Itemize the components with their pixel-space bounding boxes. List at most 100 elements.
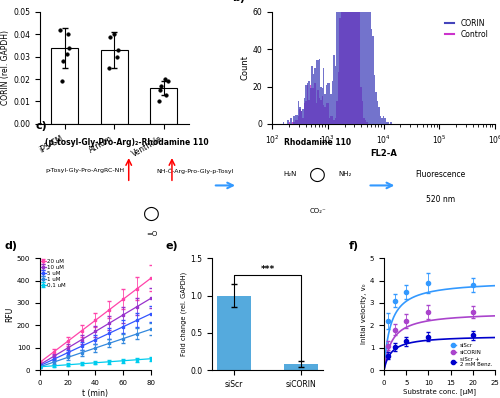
Bar [322, 88, 323, 124]
Point [110, 31, 118, 37]
Bar [316, 103, 317, 124]
Bar [300, 111, 302, 124]
Point [155, 98, 163, 105]
Bar [383, 117, 384, 124]
Text: =O: =O [146, 230, 157, 236]
Bar [390, 122, 392, 124]
Bar [334, 120, 335, 124]
Bar [287, 120, 288, 124]
Point [162, 76, 170, 82]
Bar [341, 0, 342, 124]
Bar [282, 122, 284, 124]
Bar [335, 66, 336, 124]
Text: c): c) [36, 121, 47, 131]
Bar [377, 101, 378, 124]
Point [64, 45, 72, 51]
Bar [356, 0, 358, 124]
Bar [296, 120, 298, 124]
Bar [332, 81, 334, 124]
Bar [324, 94, 326, 124]
Bar [326, 85, 328, 124]
Point [59, 58, 67, 64]
Bar [316, 60, 317, 124]
Text: CO₂⁻: CO₂⁻ [309, 208, 326, 214]
Bar [150, 88, 178, 124]
Point [58, 78, 66, 84]
Bar [324, 107, 326, 124]
Bar [354, 0, 356, 124]
Bar [352, 0, 353, 124]
Text: ***: *** [260, 265, 274, 274]
Bar [329, 118, 330, 124]
Bar [330, 94, 332, 124]
Bar [382, 118, 383, 124]
Point [114, 47, 122, 53]
Bar [284, 364, 318, 370]
Point [64, 31, 72, 37]
Bar [358, 0, 359, 124]
Bar [347, 0, 348, 124]
Legend: CORIN, Control: CORIN, Control [442, 16, 491, 42]
Bar [100, 50, 128, 124]
Bar [358, 0, 359, 124]
Text: 520 nm: 520 nm [426, 195, 455, 205]
Bar [342, 0, 344, 124]
X-axis label: t (min): t (min) [82, 388, 108, 398]
Bar [340, 0, 341, 124]
X-axis label: Substrate conc. [μM]: Substrate conc. [μM] [403, 388, 476, 395]
Bar [310, 88, 311, 124]
Bar [322, 96, 323, 124]
Bar [302, 109, 304, 124]
Bar [366, 0, 368, 124]
Text: ○: ○ [309, 165, 326, 184]
Bar [346, 0, 347, 124]
Bar [323, 105, 324, 124]
Bar [302, 118, 304, 124]
Point [106, 33, 114, 40]
Text: e): e) [166, 241, 178, 251]
Bar [298, 101, 299, 124]
Point [156, 87, 164, 94]
Bar [344, 0, 346, 124]
Bar [386, 122, 388, 124]
Bar [320, 87, 322, 124]
Bar [292, 122, 293, 124]
Y-axis label: Fold change (rel. GAPDH): Fold change (rel. GAPDH) [181, 272, 188, 356]
Bar [335, 118, 336, 124]
Bar [340, 18, 341, 124]
Bar [320, 100, 322, 124]
Bar [317, 60, 318, 124]
Text: ○: ○ [143, 204, 160, 223]
Bar [318, 98, 320, 124]
Bar [368, 0, 370, 124]
Bar [354, 0, 356, 124]
Bar [336, 3, 338, 124]
Bar [306, 85, 308, 124]
Bar [296, 115, 298, 124]
Text: p-Tosyl-Gly-Pro-ArgRC-NH: p-Tosyl-Gly-Pro-ArgRC-NH [46, 168, 124, 174]
Bar [372, 36, 374, 124]
Bar [366, 122, 368, 124]
Point [62, 51, 70, 58]
Bar [293, 122, 294, 124]
Bar [310, 85, 311, 124]
Bar [374, 75, 376, 124]
Bar [305, 101, 306, 124]
Point [56, 27, 64, 33]
Bar [314, 68, 316, 124]
Text: Rhodamine 110: Rhodamine 110 [284, 139, 351, 147]
Bar [338, 72, 340, 124]
Bar [378, 107, 380, 124]
Bar [360, 0, 362, 124]
Legend: 20 uM, 10 uM, 5 uM, 1 uM, 0,1 uM: 20 uM, 10 uM, 5 uM, 1 uM, 0,1 uM [41, 259, 66, 288]
Text: NH-Ĉ-Arg-Pro-Gly-p-Tosyl: NH-Ĉ-Arg-Pro-Gly-p-Tosyl [156, 168, 234, 174]
Point [158, 83, 166, 89]
Text: b): b) [232, 0, 245, 3]
Point [164, 78, 172, 84]
Bar [294, 115, 296, 124]
Bar [288, 122, 290, 124]
Bar [304, 98, 305, 124]
Bar [388, 122, 389, 124]
Bar [314, 83, 316, 124]
Bar [328, 83, 329, 124]
